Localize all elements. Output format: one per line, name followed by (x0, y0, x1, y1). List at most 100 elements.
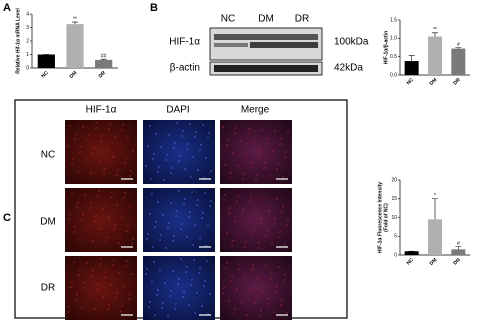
micrograph-image (143, 256, 215, 320)
cell (69, 125, 71, 127)
cell (115, 297, 117, 299)
micrograph-image (65, 256, 137, 320)
cell (113, 259, 115, 261)
cell (146, 238, 148, 240)
cell (124, 192, 126, 194)
cell (173, 147, 175, 149)
cell (259, 149, 261, 151)
cell (95, 127, 97, 129)
cell (232, 240, 234, 242)
cell (225, 267, 227, 269)
cell (160, 146, 162, 148)
cell (247, 309, 249, 311)
cell (107, 309, 109, 311)
cell (267, 137, 269, 139)
cell (226, 144, 228, 146)
cell (207, 225, 209, 227)
cell (189, 123, 191, 125)
cell (153, 153, 155, 155)
cell (246, 314, 248, 316)
cell (90, 202, 92, 204)
cell (173, 235, 175, 237)
cell (153, 261, 155, 263)
cell (271, 155, 273, 157)
row-label: NC (41, 150, 55, 161)
cell (96, 288, 98, 290)
lane-label: DM (258, 14, 274, 25)
cell (254, 302, 256, 304)
cell (108, 128, 110, 130)
cell (194, 224, 196, 226)
cell (224, 194, 226, 196)
cell (74, 226, 76, 228)
cell (174, 308, 176, 310)
cell (122, 124, 124, 126)
cell (277, 163, 279, 165)
micrograph-image (65, 188, 137, 252)
cell (252, 264, 254, 266)
cell (128, 298, 130, 300)
cell (98, 190, 100, 192)
cell (269, 205, 271, 207)
cell (279, 231, 281, 233)
cell (230, 280, 232, 282)
cell (238, 268, 240, 270)
micrograph-image (220, 120, 292, 184)
cell (101, 135, 103, 137)
cell (177, 283, 179, 285)
bar (66, 24, 84, 68)
cell (91, 275, 93, 277)
cell (282, 176, 284, 178)
cell (170, 172, 172, 174)
cell (264, 162, 266, 164)
cell (85, 159, 87, 161)
cell (121, 305, 123, 307)
cell (210, 170, 212, 172)
cell (167, 315, 169, 317)
cell (193, 259, 195, 261)
cell (72, 158, 74, 160)
cell (112, 264, 114, 266)
cell (149, 125, 151, 127)
cell (190, 176, 192, 178)
cell (262, 290, 264, 292)
error-bar (432, 198, 438, 220)
cell (183, 291, 185, 293)
cell (157, 171, 159, 173)
cell (176, 122, 178, 124)
cell (174, 142, 176, 144)
cell (97, 283, 99, 285)
cell (87, 227, 89, 229)
cell (192, 244, 194, 246)
cell (222, 126, 224, 128)
cell (278, 236, 280, 238)
cell (118, 242, 120, 244)
cell (279, 143, 281, 145)
y-tick-label: 0 (394, 252, 397, 258)
cell (92, 270, 94, 272)
cell (204, 280, 206, 282)
cell (147, 145, 149, 147)
cell (222, 292, 224, 294)
cell (273, 223, 275, 225)
cell (83, 287, 85, 289)
cell (201, 305, 203, 307)
cell (209, 205, 211, 207)
cell (182, 130, 184, 132)
cell (234, 220, 236, 222)
cell (179, 155, 181, 157)
cell (195, 131, 197, 133)
cell (232, 152, 234, 154)
cell (187, 143, 189, 145)
cell (255, 209, 257, 211)
cell (67, 311, 69, 313)
cell (231, 245, 233, 247)
blot-band (214, 65, 318, 72)
y-axis-title: HIF-1α/β-actin (383, 31, 389, 64)
row-label: DR (41, 283, 55, 294)
cell (116, 292, 118, 294)
cell (281, 299, 283, 301)
micrograph-image (220, 188, 292, 252)
x-tick-label: NC (40, 70, 50, 80)
cell (79, 239, 81, 241)
